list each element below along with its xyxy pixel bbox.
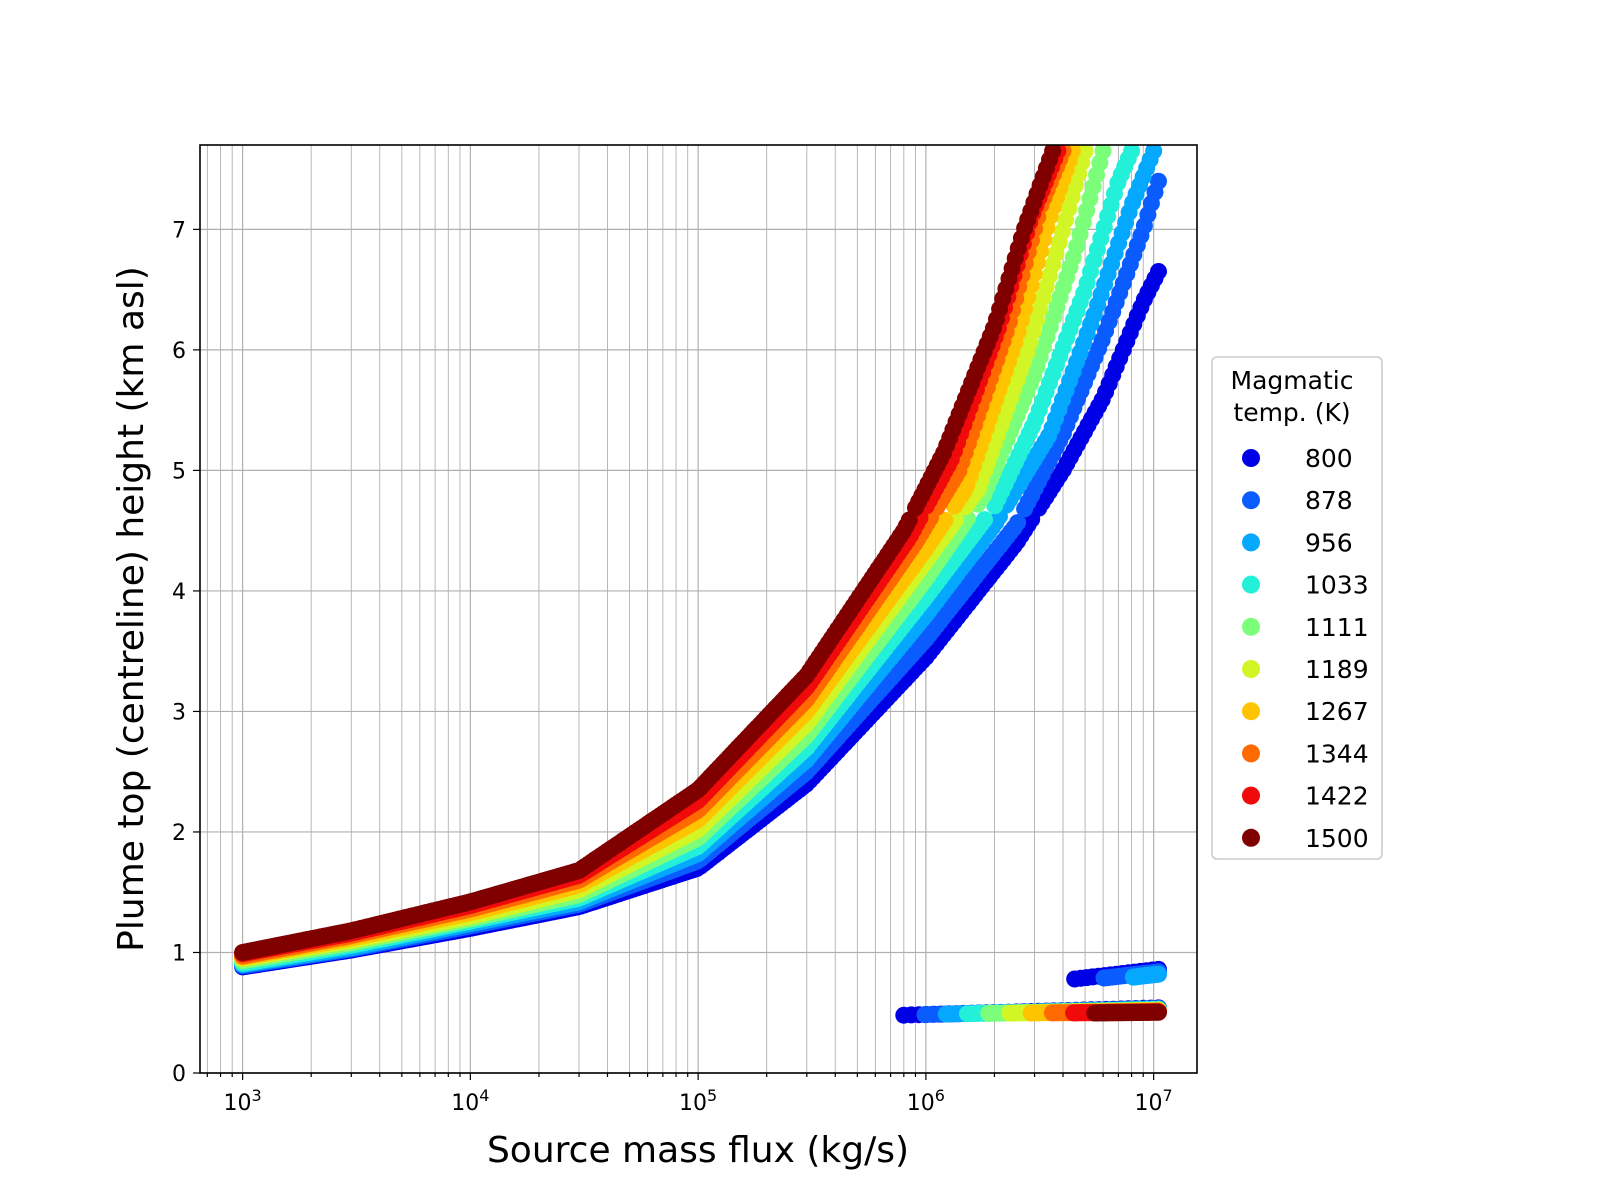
legend-label-1422: 1422 — [1305, 782, 1369, 811]
data-point-1189 — [1076, 145, 1094, 160]
legend-label-956: 956 — [1305, 528, 1353, 557]
legend-marker-800 — [1242, 449, 1260, 467]
x-axis-ticks: 103 104 105 106 107 — [206, 1073, 1173, 1116]
data-point-1267 — [936, 511, 954, 529]
legend-label-1500: 1500 — [1305, 824, 1369, 853]
legend-marker-1189 — [1242, 660, 1260, 678]
x-axis-title: Source mass flux (kg/s) — [487, 1130, 909, 1171]
y-tick-label: 3 — [172, 700, 186, 725]
legend-marker-1500 — [1242, 828, 1260, 847]
legend-label-1033: 1033 — [1305, 571, 1369, 600]
legend-marker-1267 — [1242, 702, 1260, 721]
legend-label-800: 800 — [1305, 444, 1353, 473]
data-point-1033 — [1123, 145, 1141, 160]
legend-marker-956 — [1242, 533, 1260, 552]
legend-box — [1211, 356, 1383, 860]
data-point-1111 — [1094, 145, 1112, 160]
data-point-878 — [1150, 172, 1167, 190]
data-point-1500 — [1044, 145, 1062, 160]
data-points — [234, 145, 1167, 1024]
y-axis-ticks: 0 1 2 3 4 5 6 7 — [172, 218, 200, 1087]
legend-marker-1344 — [1242, 744, 1260, 763]
x-tick-label: 107 — [1135, 1086, 1173, 1116]
legend-marker-878 — [1242, 491, 1260, 510]
y-tick-label: 7 — [172, 218, 186, 243]
data-point-878 — [1009, 514, 1027, 532]
legend-label-1111: 1111 — [1305, 613, 1369, 642]
legend-label-1344: 1344 — [1305, 739, 1369, 768]
low-branch-point-956 — [1150, 965, 1167, 983]
legend-marker-1422 — [1242, 786, 1260, 805]
data-point-1033 — [976, 511, 994, 529]
y-tick-label: 0 — [172, 1062, 186, 1087]
legend-items: 800 878 956 1033 1111 1189 1267 1344 1422 1500 — [1242, 444, 1369, 853]
data-point-800 — [1150, 263, 1167, 280]
legend: Magmatic temp. (K) 800 878 956 1033 1111 1189… — [1211, 356, 1383, 860]
y-tick-label: 4 — [172, 580, 186, 605]
data-point-956 — [1145, 145, 1163, 160]
y-axis-title: Plume top (centreline) height (km asl) — [111, 266, 152, 952]
legend-label-878: 878 — [1305, 486, 1353, 515]
y-tick-label: 2 — [172, 821, 186, 846]
y-tick-label: 6 — [172, 339, 186, 364]
low-branch-point-1500 — [1150, 1003, 1167, 1021]
legend-marker-1033 — [1242, 575, 1260, 594]
y-tick-label: 5 — [172, 459, 186, 484]
legend-marker-1111 — [1242, 617, 1260, 636]
y-tick-label: 1 — [172, 941, 186, 966]
legend-title-line-2: temp. (K) — [1233, 398, 1350, 427]
legend-label-1267: 1267 — [1305, 697, 1369, 726]
x-tick-label: 105 — [679, 1086, 717, 1116]
legend-title-line-1: Magmatic — [1231, 366, 1354, 395]
x-tick-label: 103 — [224, 1086, 262, 1116]
legend-label-1189: 1189 — [1305, 655, 1369, 684]
x-tick-label: 106 — [907, 1086, 945, 1116]
x-tick-label: 104 — [451, 1086, 489, 1116]
